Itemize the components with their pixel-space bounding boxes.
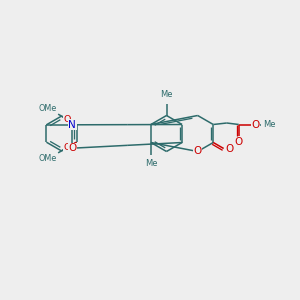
Text: OMe: OMe [39, 104, 57, 113]
Text: Me: Me [160, 90, 173, 99]
Text: O: O [235, 137, 243, 147]
Text: O: O [251, 119, 260, 130]
Text: O: O [63, 115, 70, 124]
Text: O: O [63, 143, 70, 152]
Text: Me: Me [145, 159, 157, 168]
Text: O: O [194, 146, 202, 157]
Text: O: O [225, 143, 233, 154]
Text: O: O [68, 143, 76, 153]
Text: N: N [68, 120, 76, 130]
Text: Me: Me [263, 120, 275, 129]
Text: OMe: OMe [39, 154, 57, 163]
